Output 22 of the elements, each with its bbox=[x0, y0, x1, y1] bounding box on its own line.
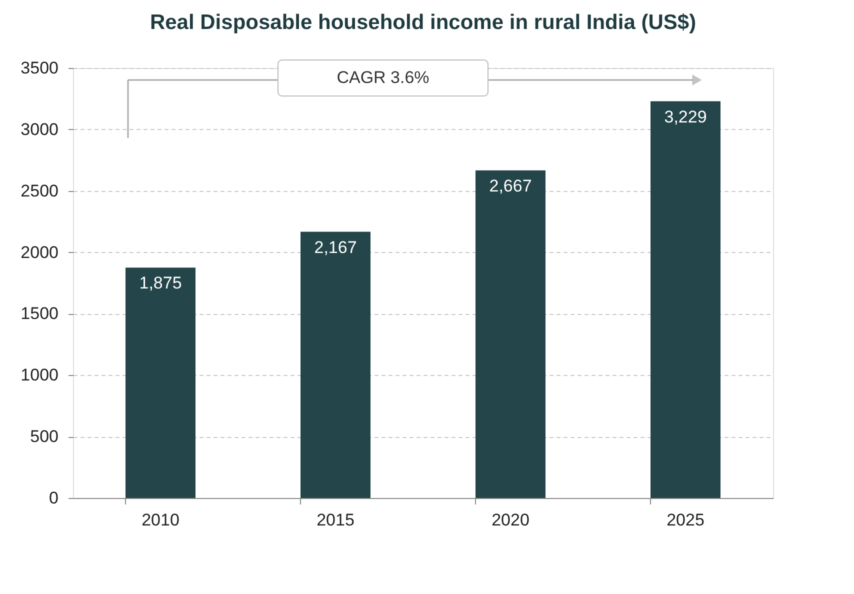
y-tick-label: 0 bbox=[49, 488, 58, 508]
bar bbox=[476, 170, 546, 498]
chart-title: Real Disposable household income in rural India (US$) bbox=[150, 11, 696, 34]
data-label: 3,229 bbox=[664, 107, 707, 126]
x-tick-label: 2020 bbox=[492, 510, 530, 530]
x-tick-label: 2015 bbox=[316, 510, 354, 530]
y-tick-label: 1500 bbox=[20, 304, 58, 324]
y-tick-label: 2500 bbox=[20, 181, 58, 200]
bar bbox=[126, 268, 196, 498]
data-label: 2,167 bbox=[314, 238, 357, 257]
y-tick-label: 3500 bbox=[20, 58, 58, 78]
data-label: 2,667 bbox=[489, 176, 532, 196]
bar bbox=[300, 232, 370, 498]
x-tick-label: 2025 bbox=[666, 510, 704, 530]
y-tick-label: 3000 bbox=[20, 120, 58, 139]
annotation: CAGR 3.6% bbox=[336, 68, 430, 87]
x-tick-label: 2010 bbox=[142, 510, 180, 530]
bar bbox=[650, 101, 720, 498]
y-tick-label: 1000 bbox=[20, 366, 58, 385]
data-label: 1,875 bbox=[139, 274, 182, 293]
y-tick-label: 2000 bbox=[20, 242, 58, 262]
y-tick-label: 500 bbox=[30, 427, 58, 446]
